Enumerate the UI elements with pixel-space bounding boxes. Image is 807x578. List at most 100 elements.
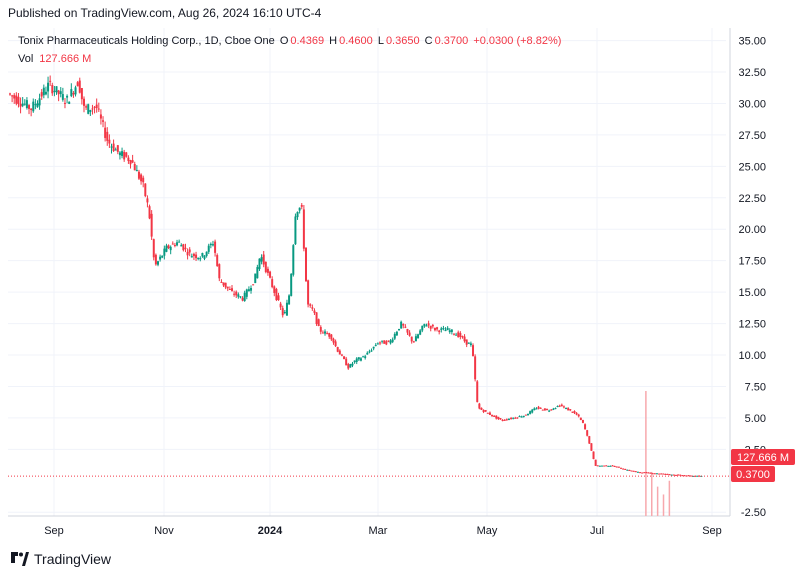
- candle-body: [402, 324, 405, 326]
- candle-body: [290, 273, 293, 296]
- candle-body: [300, 205, 303, 207]
- x-tick-label: Nov: [154, 525, 174, 537]
- legend-high-value: 0.4600: [339, 35, 373, 47]
- candle-body: [368, 351, 371, 353]
- candle-body: [99, 114, 102, 119]
- candle-body: [476, 381, 479, 403]
- candle-body: [163, 248, 166, 256]
- candle-body: [421, 325, 424, 331]
- candle-body: [620, 467, 623, 469]
- candle-body: [353, 360, 356, 363]
- candle-body: [389, 340, 392, 344]
- candle-body: [59, 91, 62, 95]
- candle-body: [144, 183, 147, 197]
- candle-body: [195, 254, 198, 259]
- candle-body: [121, 151, 124, 156]
- candle-body: [433, 328, 436, 331]
- y-tick-label: 17.50: [738, 256, 766, 268]
- candle-body: [207, 245, 210, 252]
- candle-body: [66, 95, 69, 98]
- candle-body: [560, 404, 563, 407]
- candle-body: [150, 213, 153, 237]
- candle-body: [613, 465, 616, 467]
- candle-body: [584, 424, 587, 430]
- candle-body: [488, 412, 491, 415]
- y-tick-label: 7.50: [745, 381, 766, 393]
- candle-body: [328, 333, 331, 337]
- candle-body: [146, 198, 149, 203]
- candle-body: [133, 163, 136, 171]
- candle-body: [237, 294, 240, 297]
- candle-body: [167, 245, 170, 249]
- candle-body: [192, 253, 195, 257]
- legend-close-label: C: [424, 35, 433, 47]
- candle-body: [226, 286, 229, 289]
- candle-body: [395, 331, 398, 336]
- candle-body: [427, 323, 430, 326]
- footer-brand[interactable]: TradingView: [10, 551, 111, 567]
- candle-body: [258, 258, 261, 270]
- candle-body: [188, 249, 191, 253]
- candle-body: [628, 469, 631, 471]
- candle-body: [230, 288, 233, 291]
- candle-body: [317, 319, 320, 327]
- candle-body: [478, 403, 481, 409]
- y-tick-label: -2.50: [741, 507, 766, 519]
- x-tick-label: Sep: [702, 525, 722, 537]
- candle-body: [345, 358, 348, 366]
- tradingview-logo-icon: [11, 552, 29, 566]
- candle-body: [89, 109, 92, 112]
- candle-body: [575, 413, 578, 415]
- candle-body: [336, 347, 339, 352]
- x-tick-label: Sep: [44, 525, 64, 537]
- candle-body: [321, 332, 324, 334]
- candle-body: [36, 103, 39, 108]
- candle-body: [34, 104, 37, 106]
- candle-body: [28, 105, 31, 109]
- candle-body: [296, 211, 299, 218]
- candle-body: [334, 341, 337, 347]
- candle-body: [292, 245, 295, 275]
- candle-body: [647, 472, 650, 474]
- candle-body: [442, 328, 445, 330]
- candle-body: [414, 336, 417, 342]
- candle-body: [577, 414, 580, 417]
- candle-body: [87, 104, 90, 114]
- candle-body: [495, 415, 498, 419]
- y-tick-label: 22.50: [738, 193, 766, 205]
- y-tick-label: 12.50: [738, 319, 766, 331]
- candle-body: [129, 160, 132, 165]
- candle-body: [404, 326, 407, 328]
- candle-body: [13, 95, 16, 99]
- candle-body: [180, 245, 183, 247]
- candle-body: [32, 101, 35, 112]
- candle-body: [658, 473, 661, 475]
- candle-body: [169, 246, 172, 251]
- candle-body: [68, 101, 71, 104]
- candle-body: [102, 120, 105, 122]
- candle-body: [104, 127, 107, 138]
- candle-body: [607, 465, 610, 467]
- candle-body: [503, 419, 506, 421]
- candle-body: [38, 98, 41, 106]
- candle-body: [600, 465, 603, 467]
- candle-body: [531, 409, 534, 413]
- candle-body: [571, 411, 574, 413]
- candle-body: [501, 420, 504, 422]
- candle-body: [307, 280, 310, 305]
- candle-body: [148, 206, 151, 219]
- candle-body: [590, 443, 593, 451]
- candle-body: [670, 474, 673, 476]
- candle-body: [209, 243, 212, 246]
- candle-body: [581, 419, 584, 423]
- candle-body: [106, 131, 109, 141]
- candle-body: [78, 80, 81, 93]
- candle-body: [400, 321, 403, 329]
- x-tick-label: 2024: [258, 525, 283, 537]
- candle-body: [273, 286, 276, 293]
- legend-symbol: Tonix Pharmaceuticals Holding Corp., 1D,…: [18, 35, 275, 47]
- candle-body: [596, 465, 599, 467]
- candle-body: [448, 330, 451, 333]
- candle-body: [343, 356, 346, 360]
